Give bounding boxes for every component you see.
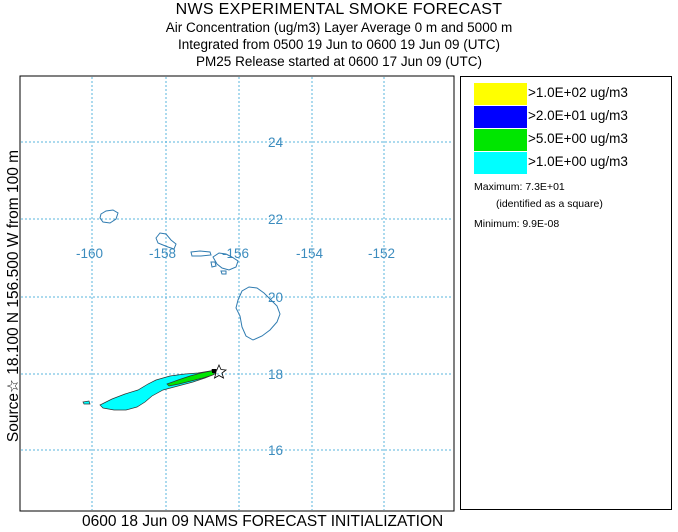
lon-label: -160 bbox=[76, 246, 103, 261]
legend-label: >1.0E+02 ug/m3 bbox=[528, 85, 628, 100]
legend-panel: >1.0E+02 ug/m3 >2.0E+01 ug/m3 >5.0E+00 u… bbox=[460, 76, 672, 510]
grid-labels: -160 -158 -156 -154 -152 24 22 20 18 16 bbox=[76, 135, 395, 458]
main-title: NWS EXPERIMENTAL SMOKE FORECAST bbox=[175, 1, 503, 18]
subtitle-release: PM25 Release started at 0600 17 Jun 09 (… bbox=[196, 54, 482, 69]
plume-fragment bbox=[82, 400, 91, 405]
lon-label: -152 bbox=[368, 246, 395, 261]
source-location-label: Source☆ 18.100 N 156.500 W from 100 m bbox=[5, 149, 22, 443]
star-icon bbox=[210, 364, 228, 379]
lat-label: 18 bbox=[268, 367, 283, 382]
maximum-value: Maximum: 7.3E+01 bbox=[474, 181, 565, 193]
legend-label: >2.0E+01 ug/m3 bbox=[528, 108, 628, 123]
legend-swatch bbox=[474, 83, 527, 105]
lat-label: 24 bbox=[268, 135, 284, 150]
island-molokai bbox=[190, 250, 212, 257]
lat-label: 20 bbox=[268, 290, 283, 305]
lat-label: 22 bbox=[268, 212, 283, 227]
island-maui bbox=[212, 252, 239, 271]
legend-swatch bbox=[474, 129, 527, 151]
legend-swatch bbox=[474, 152, 527, 174]
island-lanai bbox=[210, 261, 217, 268]
maximum-note: (identified as a square) bbox=[496, 198, 603, 210]
lon-label: -158 bbox=[149, 246, 176, 261]
legend-swatch bbox=[474, 106, 527, 128]
island-kauai bbox=[99, 209, 119, 224]
island-hawaii bbox=[235, 286, 281, 341]
legend-label: >5.0E+00 ug/m3 bbox=[528, 131, 628, 146]
coastline bbox=[99, 209, 281, 341]
subtitle-integration: Integrated from 0500 19 Jun to 0600 19 J… bbox=[178, 37, 500, 52]
lon-label: -156 bbox=[222, 246, 249, 261]
subtitle-concentration: Air Concentration (ug/m3) Layer Average … bbox=[165, 20, 513, 35]
legend-label: >1.0E+00 ug/m3 bbox=[528, 154, 628, 169]
forecast-initialization-footer: 0600 18 Jun 09 NAMS FORECAST INITIALIZAT… bbox=[82, 513, 444, 530]
minimum-value: Minimum: 9.9E-08 bbox=[474, 218, 560, 230]
island-kahoolawe bbox=[220, 270, 227, 275]
graticule bbox=[21, 77, 453, 510]
lon-label: -154 bbox=[296, 246, 324, 261]
island-oahu bbox=[155, 232, 177, 250]
lat-label: 16 bbox=[268, 443, 283, 458]
map-frame bbox=[19, 75, 455, 512]
